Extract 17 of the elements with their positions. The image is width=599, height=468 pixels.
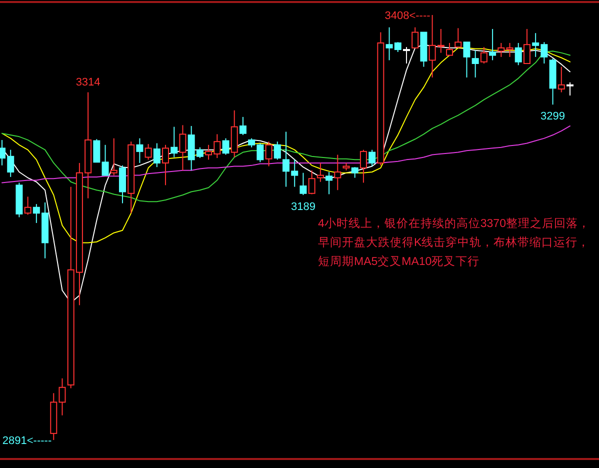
candlestick xyxy=(506,42,514,58)
annotation: 4小时线上，银价在持续的高位3370整理之后回落， xyxy=(318,216,590,230)
candlestick xyxy=(128,141,135,214)
candlestick xyxy=(558,66,565,93)
annotation: 3408<---- xyxy=(384,10,431,22)
candlestick xyxy=(498,42,505,58)
candlestick xyxy=(334,154,342,191)
annotation: 3314 xyxy=(76,76,100,88)
candlestick xyxy=(179,124,186,171)
annotation: 2891<----- xyxy=(2,435,52,447)
candlestick xyxy=(472,50,479,78)
annotation: 3299 xyxy=(540,110,566,123)
annotation: 3189 xyxy=(290,201,316,214)
annotation: 短周期MA5交叉MA10死叉下行 xyxy=(318,254,480,268)
candlestick xyxy=(136,138,144,164)
candlestick xyxy=(265,141,272,167)
annotation: 早间开盘大跌使得K线击穿中轨，布林带缩口运行， xyxy=(318,235,590,249)
